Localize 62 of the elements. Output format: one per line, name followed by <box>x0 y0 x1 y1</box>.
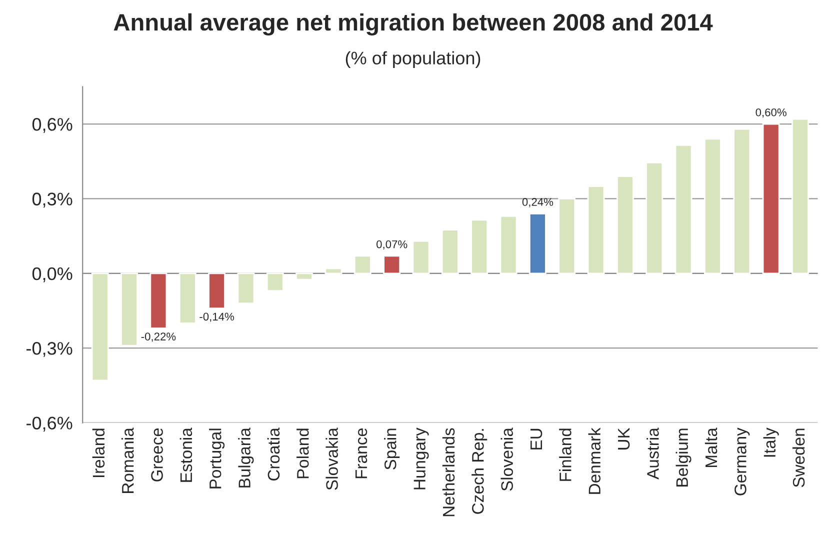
x-tick-label: Finland <box>559 428 572 481</box>
x-tick-label: Portugal <box>209 428 225 488</box>
data-label: 0,60% <box>756 108 786 118</box>
bar <box>412 240 430 274</box>
x-tick-label: Spain <box>384 428 400 470</box>
chart-title: Annual average net migration between 2008 and 2014 <box>114 13 713 36</box>
bar <box>558 198 576 274</box>
x-tick-label: Hungary <box>414 428 429 490</box>
x-tick-label: Netherlands <box>442 428 455 516</box>
chart-subtitle: (% of population) <box>346 51 480 68</box>
x-tick-label: Denmark <box>588 428 601 494</box>
bar <box>237 272 255 304</box>
x-tick-label: Slovakia <box>326 428 338 490</box>
x-tick-label: France <box>355 428 368 478</box>
x-tick-label: Croatia <box>267 428 280 480</box>
y-tick-label: 0,6% <box>32 118 72 133</box>
x-tick-label: Estonia <box>180 428 192 482</box>
data-label: 0,07% <box>376 240 408 250</box>
bar <box>470 219 488 274</box>
bar <box>150 272 168 329</box>
bar <box>674 144 692 274</box>
bar <box>792 118 809 274</box>
bar <box>587 186 605 274</box>
y-tick-label: -0,6% <box>26 416 72 432</box>
x-tick-label: Poland <box>296 428 309 478</box>
x-tick-label: Slovenia <box>500 428 513 491</box>
x-tick-label: Belgium <box>676 428 692 486</box>
y-tick-label: 0,0% <box>32 267 72 282</box>
bar <box>354 255 372 274</box>
x-tick-label: Italy <box>763 428 779 457</box>
x-tick-label: Bulgaria <box>238 428 254 488</box>
x-tick-label: Greece <box>151 428 163 482</box>
bar <box>208 272 226 309</box>
y-tick-label: 0,3% <box>32 192 72 208</box>
data-label: 0,24% <box>522 198 554 208</box>
data-label: -0,22% <box>141 332 176 342</box>
bar <box>762 123 780 274</box>
bar <box>324 268 342 274</box>
x-tick-label: EU <box>530 428 542 450</box>
data-label: -0,14% <box>200 312 234 322</box>
bar <box>296 272 314 280</box>
bar <box>733 128 751 274</box>
bar <box>383 255 401 274</box>
x-tick-label: UK <box>618 428 630 450</box>
bar <box>178 272 196 324</box>
y-tick-label: -0,3% <box>26 342 72 357</box>
bar <box>266 272 284 292</box>
bar <box>704 138 722 274</box>
x-tick-label: Austria <box>646 428 659 480</box>
bar <box>120 272 138 346</box>
bar <box>500 215 518 274</box>
bar <box>91 272 109 382</box>
x-tick-label: Ireland <box>92 428 105 478</box>
bar <box>441 229 459 274</box>
x-tick-label: Czech Rep. <box>472 429 488 514</box>
x-tick-label: Malta <box>704 428 718 468</box>
bar <box>528 212 546 274</box>
x-tick-label: Germany <box>734 428 750 496</box>
x-tick-label: Sweden <box>792 428 805 488</box>
x-tick-label: Romania <box>122 428 134 493</box>
bar <box>646 162 664 274</box>
bar <box>616 176 634 274</box>
